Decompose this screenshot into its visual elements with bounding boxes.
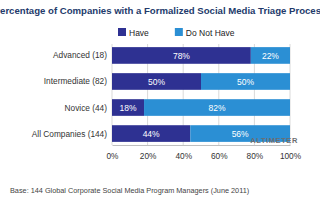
bar [112, 73, 201, 90]
category-label: Intermediate (82) [44, 76, 107, 86]
category-label: All Companies (144) [32, 129, 107, 139]
data-label: 50% [148, 77, 165, 87]
tick: 100% [280, 145, 302, 161]
data-label: 78% [173, 51, 190, 61]
category-label: Advanced (18) [53, 50, 107, 60]
tick: 0% [107, 145, 120, 161]
bar [112, 47, 251, 64]
data-labels: 78% 22% 50% 50% 18% 82% 44% 56% [120, 51, 280, 139]
x-axis: 0% 20% 40% 60% 80% 100% [107, 145, 302, 161]
legend-label: Do Not Have [186, 28, 235, 38]
plot-area: 78% 22% 50% 50% 18% 82% 44% 56% Advanced (18) Int… [32, 44, 302, 161]
legend-label: Have [129, 28, 149, 38]
tick: 20% [140, 145, 157, 161]
legend-swatch [175, 28, 183, 36]
legend-swatch [118, 28, 126, 36]
tick-label: 0% [107, 151, 120, 161]
tick: 60% [211, 145, 228, 161]
tick-label: 40% [175, 151, 192, 161]
grid [112, 44, 290, 145]
data-label: 22% [262, 51, 279, 61]
data-label: 82% [209, 103, 226, 113]
tick-label: 20% [140, 151, 157, 161]
chart-title: Percentage of Companies with a Formalize… [0, 5, 320, 16]
bar [144, 99, 290, 116]
category-label: Novice (44) [65, 103, 108, 113]
bar [251, 47, 290, 64]
tick-label: 100% [280, 151, 302, 161]
bar [201, 73, 290, 90]
category-axis: Advanced (18) Intermediate (82) Novice (44… [32, 50, 107, 138]
axis-line [113, 145, 291, 146]
data-label: 18% [120, 103, 137, 113]
tick-label: 80% [247, 151, 264, 161]
bars [112, 47, 290, 142]
tick-label: 60% [211, 151, 228, 161]
data-label: 50% [237, 77, 254, 87]
logo-text: ALTIMETER [250, 136, 298, 145]
legend: Have Do Not Have [118, 28, 235, 38]
data-label: 56% [232, 129, 249, 139]
tick: 40% [175, 145, 192, 161]
source-note: Base: 144 Global Corporate Social Media … [10, 186, 249, 195]
bar [112, 99, 144, 116]
bar [112, 125, 190, 142]
data-label: 44% [143, 129, 160, 139]
chart-root: Percentage of Companies with a Formalize… [0, 0, 320, 207]
tick: 80% [247, 145, 264, 161]
